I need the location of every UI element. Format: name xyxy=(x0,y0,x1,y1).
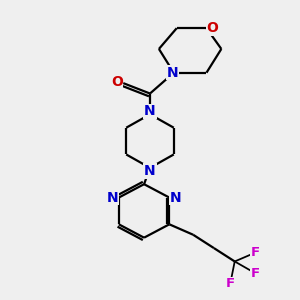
Text: N: N xyxy=(144,164,156,178)
Text: N: N xyxy=(106,190,118,205)
Text: F: F xyxy=(251,246,260,259)
Text: N: N xyxy=(144,104,156,118)
Text: O: O xyxy=(111,75,123,88)
Text: N: N xyxy=(167,66,178,80)
Text: N: N xyxy=(170,190,182,205)
Text: F: F xyxy=(251,267,260,280)
Text: F: F xyxy=(226,277,235,290)
Text: O: O xyxy=(206,21,218,35)
